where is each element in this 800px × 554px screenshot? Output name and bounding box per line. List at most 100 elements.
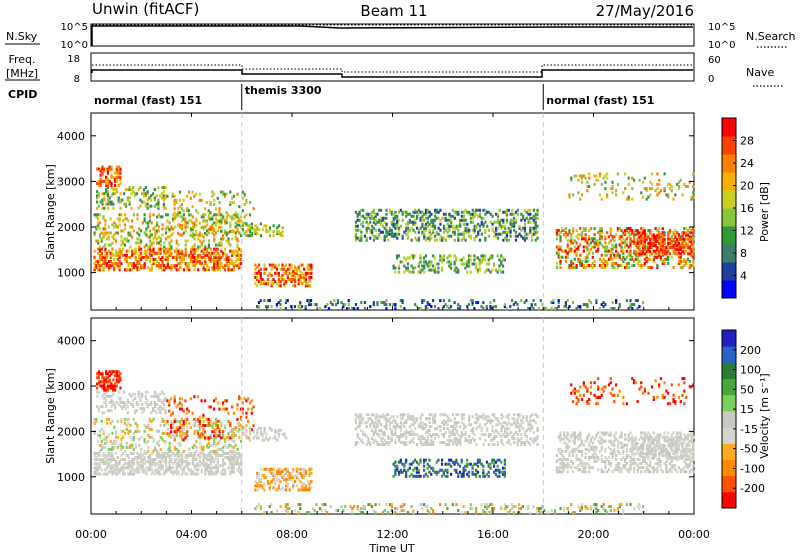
echo-cell — [250, 428, 253, 432]
echo-cell — [568, 247, 571, 251]
echo-cell — [170, 227, 173, 231]
echo-cell — [272, 263, 275, 267]
echo-cell — [354, 224, 358, 228]
echo-cell — [257, 263, 261, 267]
echo-cell — [367, 441, 370, 445]
echo-cell — [428, 443, 431, 447]
echo-cell — [484, 254, 487, 258]
echo-cell — [385, 425, 388, 429]
echo-cell — [272, 278, 275, 282]
echo-cell — [406, 222, 410, 226]
echo-cell — [419, 256, 422, 260]
echo-cell — [408, 441, 411, 445]
echo-cell — [127, 466, 130, 470]
echo-cell — [580, 261, 584, 265]
echo-cell — [672, 244, 675, 248]
echo-cell — [196, 211, 200, 215]
echo-cell — [99, 169, 102, 173]
echo-cell — [106, 453, 109, 457]
echo-cell — [227, 451, 230, 455]
echo-cell — [649, 244, 652, 248]
echo-cell — [559, 261, 562, 265]
echo-cell — [266, 278, 270, 282]
echo-cell — [152, 241, 155, 245]
echo-cell — [268, 299, 271, 303]
echo-cell — [95, 466, 98, 470]
echo-cell — [108, 386, 111, 390]
echo-cell — [683, 251, 686, 255]
echo-cell — [128, 202, 131, 206]
echo-cell — [622, 257, 625, 261]
echo-cell — [455, 443, 458, 447]
echo-cell — [566, 245, 569, 249]
echo-cell — [347, 299, 350, 303]
echo-cell — [141, 264, 144, 268]
echo-cell — [111, 264, 114, 268]
echo-cell — [103, 169, 106, 173]
colorbar-segment — [722, 208, 736, 227]
echo-cell — [453, 266, 456, 270]
echo-cell — [484, 208, 487, 212]
echo-cell — [426, 208, 429, 212]
echo-cell — [131, 451, 134, 455]
echo-cell — [385, 421, 388, 425]
echo-cell — [211, 217, 214, 221]
echo-cell — [204, 424, 207, 428]
echo-cell — [114, 223, 118, 227]
echo-cell — [131, 235, 134, 239]
echo-cell — [442, 413, 446, 417]
echo-cell — [195, 219, 198, 223]
echo-cell — [239, 257, 243, 261]
echo-cell — [207, 217, 211, 221]
echo-cell — [96, 386, 99, 390]
echo-cell — [394, 421, 397, 425]
echo-cell — [159, 215, 162, 219]
echo-cell — [374, 218, 377, 222]
echo-cell — [518, 224, 521, 228]
echo-cell — [234, 260, 237, 264]
echo-cell — [627, 176, 630, 180]
echo-cell — [157, 229, 161, 233]
echo-cell — [257, 480, 261, 484]
echo-cell — [111, 431, 114, 435]
echo-cell — [397, 270, 401, 274]
echo-cell — [285, 484, 288, 488]
cpid-mode-label: themis 3300 — [245, 84, 322, 97]
echo-cell — [177, 403, 180, 407]
echo-cell — [432, 222, 435, 226]
echo-cell — [580, 237, 584, 241]
echo-cell — [618, 303, 621, 307]
echo-cell — [216, 262, 219, 266]
echo-cell — [410, 254, 413, 258]
echo-cell — [170, 266, 173, 270]
echo-cell — [564, 251, 567, 255]
echo-cell — [214, 213, 218, 217]
echo-cell — [220, 423, 223, 427]
echo-cell — [622, 231, 625, 235]
echo-cell — [394, 216, 397, 220]
echo-cell — [150, 233, 153, 237]
echo-cell — [274, 436, 277, 440]
echo-cell — [376, 425, 379, 429]
echo-cell — [412, 214, 415, 218]
echo-cell — [611, 191, 614, 195]
echo-cell — [424, 212, 428, 216]
echo-cell — [206, 229, 209, 233]
echo-cell — [216, 257, 219, 261]
echo-cell — [414, 417, 417, 421]
echo-cell — [354, 421, 358, 425]
echo-cell — [513, 220, 516, 224]
echo-cell — [286, 267, 290, 271]
echo-cell — [457, 441, 460, 445]
echo-cell — [392, 415, 395, 419]
echo-cell — [295, 267, 299, 271]
echo-cell — [164, 468, 168, 472]
echo-cell — [564, 259, 567, 263]
echo-cell — [453, 423, 456, 427]
echo-cell — [595, 241, 598, 245]
echo-cell — [270, 267, 273, 271]
echo-cell — [148, 215, 152, 219]
echo-cell — [428, 268, 431, 272]
echo-cell — [326, 303, 329, 307]
echo-cell — [162, 403, 165, 407]
